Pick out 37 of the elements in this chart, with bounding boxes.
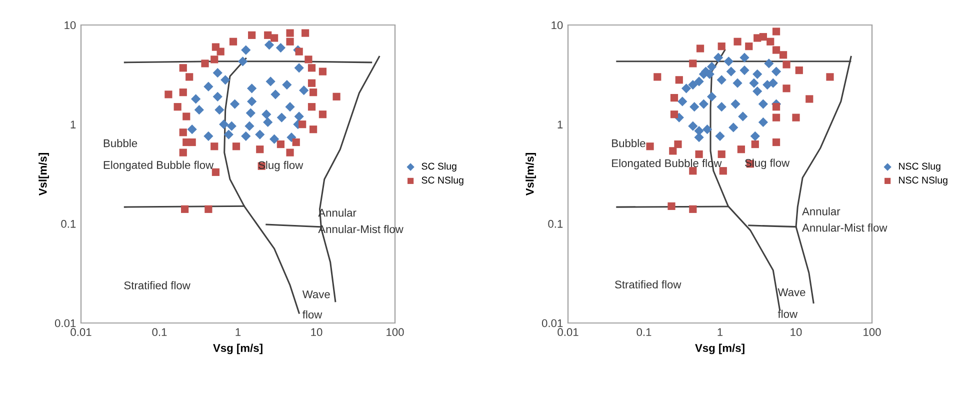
- y-tick-label: 10: [552, 21, 563, 30]
- annotation: Wave: [302, 290, 330, 298]
- x-tick-label: 0.1: [152, 328, 167, 336]
- legend-label: SC NSlug: [422, 176, 464, 186]
- x-axis-title: Vsg [m/s]: [213, 344, 262, 354]
- legend-label: NSC Slug: [899, 162, 940, 172]
- annotation: Elongated Bubble flow: [104, 160, 214, 172]
- y-axis-title: Vsl[m/s]: [38, 153, 49, 196]
- annotation: Annular: [802, 207, 840, 216]
- y-tick-label: 0.1: [61, 220, 76, 228]
- annotation: flow: [778, 310, 798, 318]
- annotation: flow: [302, 310, 322, 319]
- y-tick-label: 1: [70, 120, 76, 128]
- x-tick-label: 0.01: [558, 328, 578, 336]
- y-tick-label: 0.01: [542, 319, 563, 328]
- y-tick-label: 0.1: [548, 220, 563, 228]
- x-tick-label: 100: [386, 328, 404, 336]
- legend-label: NSC NSlug: [899, 176, 948, 186]
- x-tick-label: 1: [236, 328, 241, 336]
- y-tick-label: 1: [558, 120, 563, 128]
- annotation: Bubble: [104, 139, 138, 148]
- annotation: Stratified flow: [615, 280, 682, 288]
- x-tick-label: 0.1: [636, 328, 652, 336]
- annotation: Annular-Mist flow: [802, 224, 888, 232]
- x-tick-label: 100: [864, 328, 881, 336]
- x-tick-label: 0.01: [70, 328, 92, 336]
- annotation: Stratified flow: [124, 281, 190, 290]
- y-tick-label: 0.01: [54, 319, 76, 328]
- x-tick-label: 10: [311, 328, 322, 336]
- y-axis-title: Vsl[m/s]: [526, 153, 536, 196]
- annotation: Wave: [778, 288, 806, 296]
- legend-label: SC Slug: [422, 162, 456, 172]
- y-tick-label: 10: [64, 21, 76, 30]
- x-tick-label: 10: [790, 328, 802, 336]
- annotation: Bubble: [612, 139, 646, 148]
- x-axis-title: Vsg [m/s]: [695, 344, 744, 354]
- x-tick-label: 1: [718, 328, 723, 336]
